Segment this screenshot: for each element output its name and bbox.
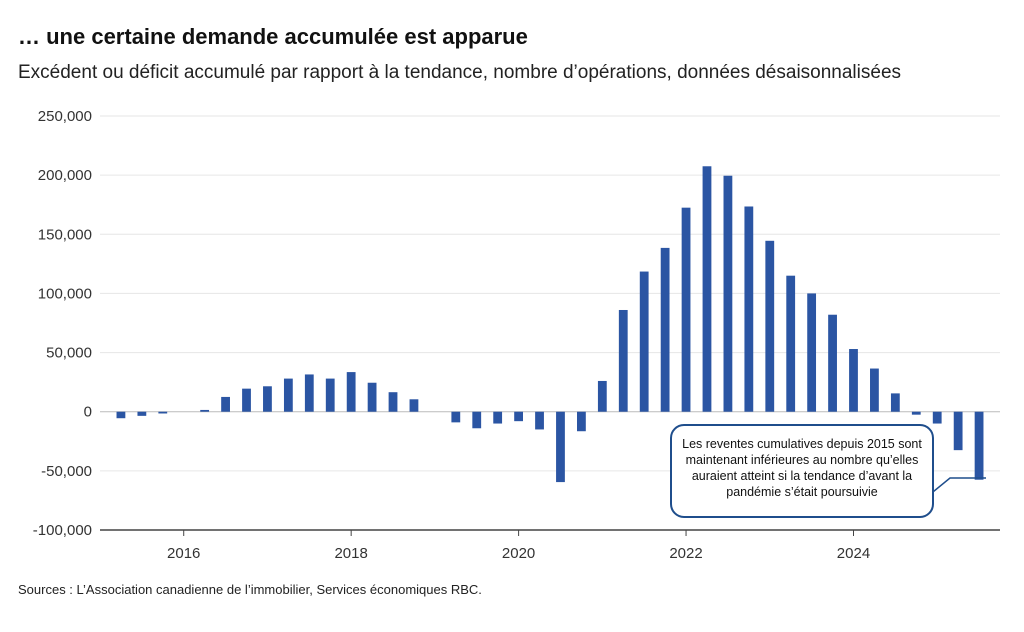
- source-note: Sources : L’Association canadienne de l’…: [18, 582, 482, 597]
- x-tick-label: 2016: [167, 545, 200, 562]
- bar: [514, 411, 523, 422]
- bar: [283, 378, 293, 412]
- bar: [911, 411, 921, 415]
- bar: [116, 411, 126, 419]
- bar: [681, 207, 691, 412]
- bar: [493, 411, 503, 424]
- bar: [890, 393, 900, 412]
- bar: [577, 411, 586, 432]
- bar: [849, 349, 858, 412]
- x-axis-ticks: 2016 2018 2020 2022 2024: [167, 530, 870, 562]
- bar: [304, 374, 314, 412]
- y-tick-label: 200,000: [38, 167, 92, 184]
- bar: [639, 271, 649, 412]
- bar: [556, 411, 565, 483]
- bar: [807, 293, 817, 412]
- bar: [974, 411, 984, 480]
- y-tick-label: 50,000: [46, 345, 92, 362]
- annotation-callout: Les reventes cumulatives depuis 2015 son…: [670, 424, 934, 518]
- x-tick-label: 2024: [837, 545, 870, 562]
- bar: [242, 388, 251, 412]
- chart-title: … une certaine demande accumulée est app…: [18, 24, 528, 49]
- bar: [765, 240, 775, 412]
- bar: [325, 378, 335, 412]
- chart-subtitle: Excédent ou déficit accumulé par rapport…: [18, 62, 902, 83]
- bar: [388, 392, 398, 412]
- bar: [472, 411, 482, 429]
- y-tick-label: 250,000: [38, 108, 92, 125]
- x-tick-label: 2018: [334, 545, 367, 562]
- bars: [116, 166, 984, 483]
- x-tick-label: 2022: [669, 545, 702, 562]
- bar: [702, 166, 712, 412]
- bar: [221, 396, 230, 412]
- y-tick-label: 0: [84, 404, 92, 421]
- x-tick-label: 2020: [502, 545, 535, 562]
- bar: [932, 411, 942, 424]
- y-tick-label: -50,000: [41, 463, 92, 480]
- bar: [535, 411, 544, 430]
- bar: [618, 309, 628, 412]
- bar: [828, 314, 837, 412]
- bar: [660, 247, 670, 412]
- y-axis-ticks: 250,000 200,000 150,000 100,000 50,000 0 -50,0…: [33, 108, 92, 539]
- y-tick-label: 150,000: [38, 226, 92, 243]
- bar: [137, 411, 147, 416]
- gridlines: [100, 115, 1000, 472]
- bar: [158, 411, 168, 414]
- y-tick-label: 100,000: [38, 285, 92, 302]
- bar: [451, 411, 461, 423]
- bar: [744, 206, 754, 412]
- bar: [597, 380, 607, 412]
- bar: [200, 409, 210, 412]
- bar: [786, 275, 796, 412]
- y-tick-label: -100,000: [33, 522, 92, 539]
- bar: [409, 399, 419, 412]
- bar: [870, 368, 879, 412]
- bar: [263, 386, 272, 412]
- bar: [346, 372, 356, 412]
- bar: [367, 382, 377, 412]
- bar: [953, 411, 963, 451]
- bar: [723, 175, 733, 412]
